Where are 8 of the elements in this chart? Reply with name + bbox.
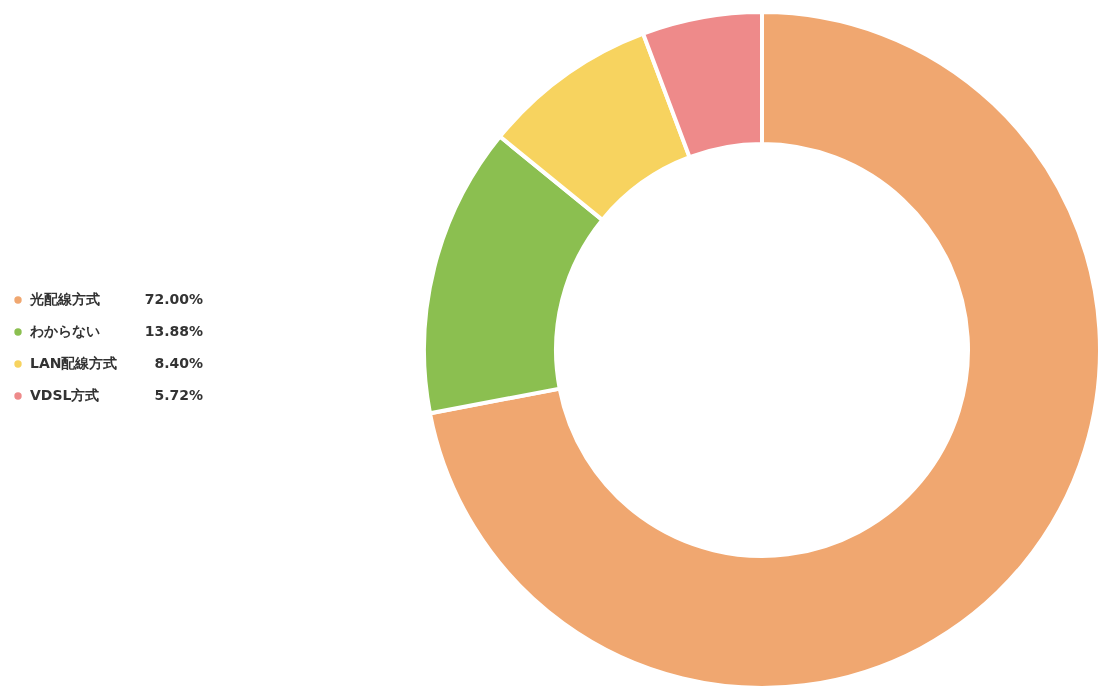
legend-label: LAN配線方式: [30, 355, 118, 371]
data-label: 5.72%: [154, 387, 203, 403]
legend-label: 光配線方式: [29, 291, 100, 307]
legend-label: わからない: [29, 323, 100, 339]
data-label: 13.88%: [144, 323, 203, 339]
legend-label: VDSL方式: [30, 387, 100, 403]
data-label: 72.00%: [144, 291, 203, 307]
data-label: 8.40%: [154, 355, 203, 371]
